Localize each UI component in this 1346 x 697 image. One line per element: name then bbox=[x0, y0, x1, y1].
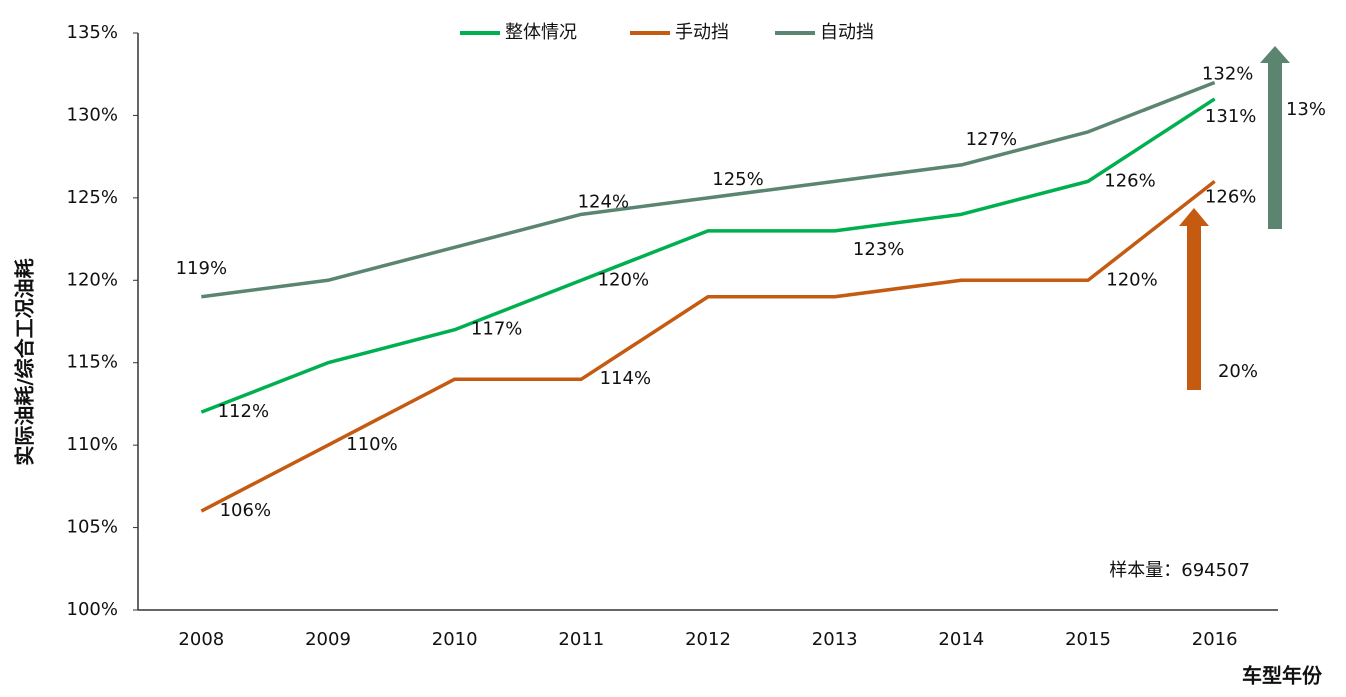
y-tick-label: 100% bbox=[67, 599, 118, 620]
data-label: 120% bbox=[598, 269, 649, 290]
x-tick-label: 2012 bbox=[685, 629, 731, 650]
y-tick-label: 105% bbox=[67, 517, 118, 538]
data-label: 131% bbox=[1205, 106, 1256, 127]
x-tick-label: 2009 bbox=[305, 629, 351, 650]
x-tick-label: 2010 bbox=[432, 629, 478, 650]
x-tick-label: 2013 bbox=[812, 629, 858, 650]
y-tick-label: 130% bbox=[67, 104, 118, 125]
annotation: 样本量：694507 bbox=[1109, 560, 1250, 581]
data-label: 119% bbox=[176, 258, 227, 279]
legend-label: 手动挡 bbox=[675, 22, 729, 43]
x-axis-title: 车型年份 bbox=[1242, 664, 1323, 688]
y-tick-label: 120% bbox=[67, 269, 118, 290]
data-label: 123% bbox=[853, 239, 904, 260]
data-label: 124% bbox=[578, 191, 629, 212]
y-tick-label: 110% bbox=[67, 434, 118, 455]
y-axis-title: 实际油耗/综合工况油耗 bbox=[13, 258, 37, 465]
series-line bbox=[200, 97, 1216, 414]
legend-label: 整体情况 bbox=[505, 22, 577, 43]
x-tick-label: 2008 bbox=[178, 629, 224, 650]
data-label: 125% bbox=[712, 169, 763, 190]
data-label: 127% bbox=[966, 129, 1017, 150]
series-line bbox=[200, 179, 1216, 513]
x-tick-label: 2016 bbox=[1192, 629, 1238, 650]
data-label: 126% bbox=[1104, 170, 1155, 191]
data-label: 132% bbox=[1202, 63, 1253, 84]
data-label: 106% bbox=[220, 500, 271, 521]
data-label: 126% bbox=[1205, 186, 1256, 207]
annotation: 13% bbox=[1286, 99, 1326, 120]
data-label: 117% bbox=[471, 319, 522, 340]
data-label: 120% bbox=[1106, 269, 1157, 290]
y-tick-label: 115% bbox=[67, 352, 118, 373]
annotation: 20% bbox=[1218, 361, 1258, 382]
x-tick-label: 2015 bbox=[1065, 629, 1111, 650]
y-tick-label: 135% bbox=[67, 22, 118, 43]
x-tick-label: 2011 bbox=[558, 629, 604, 650]
y-tick-label: 125% bbox=[67, 187, 118, 208]
x-tick-label: 2014 bbox=[938, 629, 984, 650]
series-line bbox=[201, 80, 1216, 299]
data-label: 112% bbox=[218, 401, 269, 422]
increase-arrow bbox=[1260, 46, 1290, 229]
data-label: 110% bbox=[346, 434, 397, 455]
increase-arrow bbox=[1179, 208, 1209, 390]
legend-label: 自动挡 bbox=[820, 22, 874, 43]
data-label: 114% bbox=[600, 368, 651, 389]
